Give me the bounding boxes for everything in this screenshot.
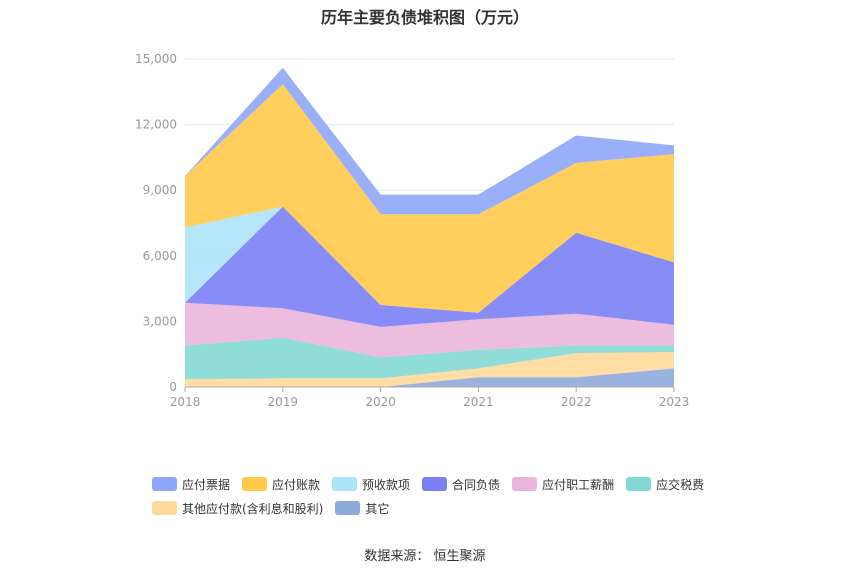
y-tick-label: 15,000 xyxy=(135,52,177,66)
x-tick-label: 2022 xyxy=(561,395,592,409)
legend-label: 应付票据 xyxy=(182,477,231,492)
area-layer xyxy=(185,67,674,387)
legend-item[interactable]: 应付账款 xyxy=(242,476,320,493)
legend-label: 其它 xyxy=(365,501,390,516)
area-series xyxy=(185,206,674,327)
legend-swatch xyxy=(422,477,448,491)
legend-label: 合同负债 xyxy=(452,477,501,492)
stacked-area-chart: 0 3,000 6,000 9,000 12,000 15,000 2018 2019 2020… xyxy=(135,52,689,409)
chart-title: 历年主要负债堆积图（万元） xyxy=(320,8,529,27)
legend-label: 其他应付款(含利息和股利) xyxy=(182,501,324,516)
legend-item[interactable]: 其他应付款(含利息和股利) xyxy=(152,500,323,517)
legend-swatch xyxy=(152,477,177,491)
legend-label: 应交税费 xyxy=(656,477,705,492)
legend-swatch xyxy=(512,477,538,491)
x-tick-label: 2023 xyxy=(659,395,690,409)
legend-row: 应付票据 应付账款 预收款项 合同负债 应付职工薪酬 应交税费 xyxy=(152,472,752,496)
legend-row: 其他应付款(含利息和股利) 其它 xyxy=(152,496,752,520)
y-tick-label: 0 xyxy=(169,380,177,394)
area-series xyxy=(185,368,674,387)
y-tick-label: 6,000 xyxy=(143,249,177,263)
legend-label: 应付职工薪酬 xyxy=(542,477,615,492)
x-tick-label: 2020 xyxy=(365,395,396,409)
x-tick-label: 2018 xyxy=(170,395,201,409)
data-source-note: 数据来源： 恒生聚源 xyxy=(364,549,486,564)
legend-item[interactable]: 应交税费 xyxy=(626,476,704,493)
axis-layer: 0 3,000 6,000 9,000 12,000 15,000 2018 2019 2020… xyxy=(135,52,689,409)
area-series xyxy=(185,352,674,387)
legend-swatch xyxy=(152,501,177,515)
y-tick-label: 12,000 xyxy=(135,118,177,132)
y-tick-label: 9,000 xyxy=(143,183,177,197)
legend-item[interactable]: 预收款项 xyxy=(332,476,410,493)
legend-swatch xyxy=(335,501,361,515)
area-series xyxy=(185,302,674,358)
legend: 应付票据 应付账款 预收款项 合同负债 应付职工薪酬 应交税费 其他应付款(含利息和股利) 其… xyxy=(152,472,752,520)
legend-swatch xyxy=(626,477,652,491)
legend-item[interactable]: 应付职工薪酬 xyxy=(512,476,614,493)
area-series xyxy=(185,206,674,313)
legend-item[interactable]: 合同负债 xyxy=(422,476,500,493)
area-series xyxy=(185,67,674,215)
area-series xyxy=(185,337,674,380)
legend-item[interactable]: 其它 xyxy=(335,500,389,517)
legend-swatch xyxy=(332,477,358,491)
legend-item[interactable]: 应付票据 xyxy=(152,476,230,493)
legend-label: 预收款项 xyxy=(362,477,411,492)
legend-label: 应付账款 xyxy=(272,477,321,492)
x-tick-label: 2021 xyxy=(463,395,494,409)
x-tick-label: 2019 xyxy=(268,395,299,409)
y-tick-label: 3,000 xyxy=(143,314,177,328)
area-series xyxy=(185,84,674,313)
legend-swatch xyxy=(242,477,268,491)
